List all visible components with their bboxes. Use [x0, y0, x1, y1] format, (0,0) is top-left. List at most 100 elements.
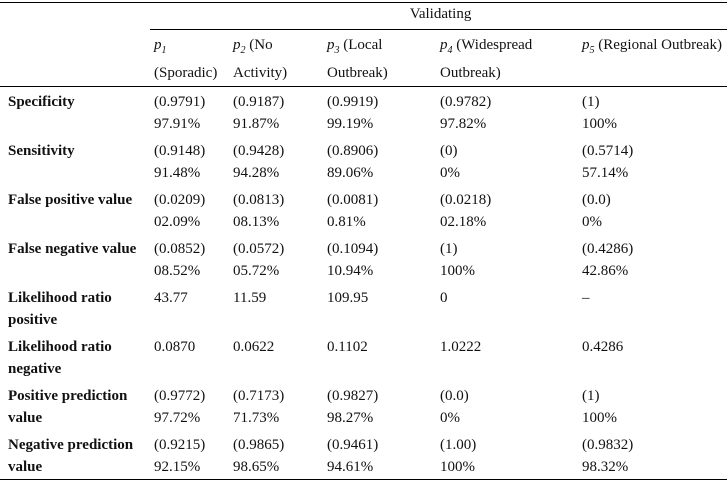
cell-line: 0.1102	[327, 339, 368, 355]
cell-line: (0.9148)	[154, 143, 206, 159]
cell: (0.8906) 89.06%	[323, 136, 436, 185]
cell-line: (0.0081)	[327, 192, 379, 208]
group-header: Validating	[150, 2, 727, 30]
cell-line: 92.15%	[154, 459, 201, 475]
cell: (1) 100%	[578, 87, 727, 137]
cell-line: 100%	[582, 116, 617, 132]
symbol: p	[582, 37, 590, 53]
column-name: (Regional Outbreak)	[598, 37, 722, 53]
cell-line: 100%	[440, 263, 475, 279]
cell-line: 94.61%	[327, 459, 374, 475]
cell: 0.1102	[323, 332, 436, 381]
data-row: False positive value (0.0209) 02.09% (0.081…	[0, 185, 727, 234]
cell: 11.59	[229, 283, 323, 332]
cell: (0.0572) 05.72%	[229, 234, 323, 283]
cell-line: –	[582, 290, 590, 306]
cell: (0.0209) 02.09%	[150, 185, 229, 234]
cell-line: 100%	[582, 410, 617, 426]
cell: (1) 100%	[578, 381, 727, 430]
cell-line: 98.32%	[582, 459, 629, 475]
cell-line: 97.91%	[154, 116, 201, 132]
cell: (1) 100%	[436, 234, 578, 283]
row-label: Likelihood ratio positive	[8, 290, 112, 328]
cell-line: (0.8906)	[327, 143, 379, 159]
cell: (0.9865) 98.65%	[229, 430, 323, 480]
cell: 0.0870	[150, 332, 229, 381]
cell-line: (0.9782)	[440, 94, 492, 110]
column-symbol: p4	[440, 37, 453, 56]
column-name: (No Activity)	[233, 37, 288, 81]
cell-line: 57.14%	[582, 165, 629, 181]
cell: (0.1094) 10.94%	[323, 234, 436, 283]
symbol-index: 5	[589, 45, 595, 56]
cell-line: 0%	[582, 214, 602, 230]
cell: (0.9148) 91.48%	[150, 136, 229, 185]
cell-line: 91.48%	[154, 165, 201, 181]
cell-line: 42.86%	[582, 263, 629, 279]
column-header: p4 (Widespread Outbreak)	[436, 29, 578, 87]
cell-line: 97.72%	[154, 410, 201, 426]
cell-line: (0.9832)	[582, 437, 634, 453]
cell-line: 0.4286	[582, 339, 624, 355]
cell-line: 05.72%	[233, 263, 280, 279]
column-header: p1 (Sporadic)	[150, 29, 229, 87]
cell-line: (0.4286)	[582, 241, 634, 257]
cell-line: (0.9461)	[327, 437, 379, 453]
cell-line: 99.19%	[327, 116, 374, 132]
cell: (0.9782) 97.82%	[436, 87, 578, 137]
cell-line: 0%	[440, 410, 460, 426]
cell-line: (0.9428)	[233, 143, 285, 159]
cell-line: (1)	[582, 94, 600, 110]
cell-line: (0.9865)	[233, 437, 285, 453]
cell-line: (0.1094)	[327, 241, 379, 257]
cell-line: 97.82%	[440, 116, 487, 132]
cell: (1.00) 100%	[436, 430, 578, 480]
cell-line: 91.87%	[233, 116, 280, 132]
cell-line: 0	[440, 290, 448, 306]
cell: 0.0622	[229, 332, 323, 381]
cell: (0.9187) 91.87%	[229, 87, 323, 137]
cell: (0.9772) 97.72%	[150, 381, 229, 430]
cell: (0.9215) 92.15%	[150, 430, 229, 480]
cell-line: (0.0)	[582, 192, 611, 208]
symbol-index: 4	[447, 45, 453, 56]
cell: (0.9461) 94.61%	[323, 430, 436, 480]
cell-line: (0.0)	[440, 388, 469, 404]
cell-line: 0.81%	[327, 214, 366, 230]
cell-line: 43.77	[154, 290, 188, 306]
column-symbol: p2	[233, 37, 246, 56]
cell: 0	[436, 283, 578, 332]
cell: (0.0) 0%	[578, 185, 727, 234]
symbol: p	[327, 37, 335, 53]
row-label: Specificity	[8, 94, 75, 110]
cell-line: 0.0622	[233, 339, 275, 355]
column-name: (Sporadic)	[154, 65, 218, 81]
cell: (0.0852) 08.52%	[150, 234, 229, 283]
cell-line: (0.9772)	[154, 388, 206, 404]
cell: (0.7173) 71.73%	[229, 381, 323, 430]
cell: 1.0222	[436, 332, 578, 381]
column-name: (Widespread Outbreak)	[440, 37, 533, 81]
group-header-row: Validating	[0, 2, 727, 30]
cell-line: (0.0209)	[154, 192, 206, 208]
symbol: p	[440, 37, 448, 53]
cell: (0.9827) 98.27%	[323, 381, 436, 430]
row-label: Sensitivity	[8, 143, 75, 159]
cell-line: (0.9215)	[154, 437, 206, 453]
cell: (0.9919) 99.19%	[323, 87, 436, 137]
row-label: False negative value	[8, 241, 137, 257]
cell: (0.0081) 0.81%	[323, 185, 436, 234]
cell: –	[578, 283, 727, 332]
data-row: Sensitivity (0.9148) 91.48% (0.9428) 94.28%(…	[0, 136, 727, 185]
cell-line: 109.95	[327, 290, 369, 306]
cell: (0.9428) 94.28%	[229, 136, 323, 185]
column-header: p5 (Regional Outbreak)	[578, 29, 727, 87]
cell-line: 98.27%	[327, 410, 374, 426]
cell-line: (0.5714)	[582, 143, 634, 159]
symbol: p	[154, 37, 162, 53]
column-symbol: p5	[582, 37, 595, 56]
cell: (0.4286) 42.86%	[578, 234, 727, 283]
row-label: Likelihood ratio negative	[8, 339, 112, 377]
